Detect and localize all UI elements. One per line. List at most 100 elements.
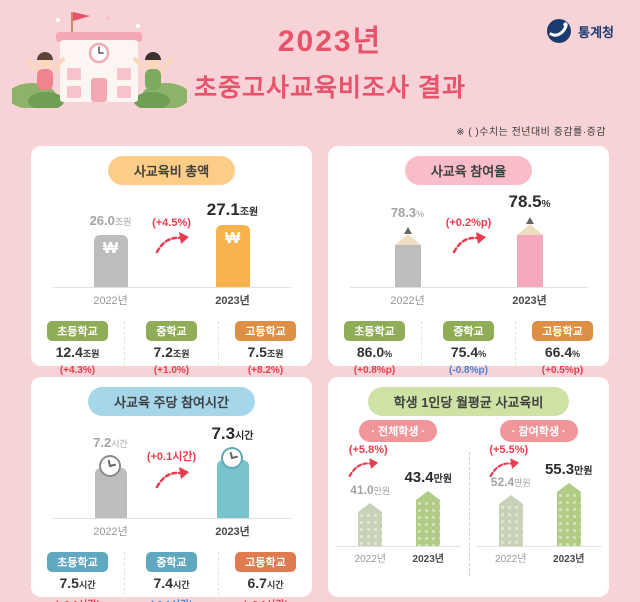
group-participating-students: 참여학생 (+5.5%) 52.4만원 55.3만원: [469, 420, 610, 588]
all-students-badge: 전체학생: [359, 420, 438, 442]
rate-prev-pencil-bar: [394, 227, 421, 287]
crayon-tip-icon: [416, 491, 441, 500]
middle-change: (-0.8%p): [449, 365, 488, 376]
rate-curr-pencil-bar: [516, 217, 543, 287]
trend-up-arrow-icon: [452, 232, 486, 254]
hours-curr-bar: [216, 444, 249, 518]
middle-change: (-0.1시간): [150, 596, 192, 602]
stat-high: 고등학교 6.7시간 (+0.1시간): [218, 552, 312, 602]
high-unit: %: [572, 349, 581, 359]
rate-prev-unit: %: [416, 209, 425, 219]
hours-curr-column: 7.3시간: [197, 424, 269, 518]
hours-curr-unit: 시간: [235, 431, 254, 442]
middle-value: 7.2조원: [153, 344, 189, 362]
total-prev-unit: 조원: [114, 217, 132, 227]
all-prev-unit: 만원: [373, 486, 391, 496]
crayon-body: [498, 504, 523, 546]
axis-line: [349, 287, 588, 288]
elementary-unit: %: [384, 349, 393, 359]
high-unit: 조원: [266, 349, 284, 359]
hours-curr-value: 7.3시간: [211, 424, 253, 444]
page-title: 2023년 초중고사교육비조사 결과: [175, 16, 485, 104]
high-value: 6.7시간: [247, 575, 283, 593]
stat-middle: 중학교 75.4% (-0.8%p): [421, 321, 515, 376]
all-curr-column: 43.4만원: [401, 469, 455, 546]
total-prev-value: 26.0조원: [90, 212, 132, 230]
all-prev-column: 41.0만원: [343, 481, 397, 546]
part-prev-value: 52.4만원: [491, 473, 531, 491]
stat-high: 고등학교 66.4% (+0.5%p): [515, 321, 609, 376]
stat-middle: 중학교 7.4시간 (-0.1시간): [124, 552, 218, 602]
elementary-badge: 초등학교: [344, 321, 405, 341]
clock-icon: [218, 444, 245, 472]
all-prev-value: 41.0만원: [350, 481, 390, 499]
panel-total-cost: 사교육비 총액 26.0조원 ₩ (+4.5%) 27.1조원 ₩ 2022년 …: [31, 146, 312, 376]
middle-badge: 중학교: [146, 552, 197, 572]
high-change: (+0.1시간): [243, 596, 288, 602]
rate-prev-column: 78.3%: [372, 204, 444, 287]
rate-curr-value: 78.5%: [509, 192, 551, 212]
panel-per-student-cost: 학생 1인당 월평균 사교육비 전체학생 (+5.8%) 41.0만원: [328, 377, 609, 597]
panel-percap-title: 학생 1인당 월평균 사교육비: [367, 387, 570, 416]
trend-up-arrow-icon: [155, 232, 189, 254]
hours-change-label: (+0.1시간): [146, 451, 197, 463]
middle-value: 7.4시간: [153, 575, 189, 593]
participating-students-badge: 참여학생: [499, 420, 578, 442]
all-curr-number: 43.4: [404, 469, 434, 486]
elementary-badge: 초등학교: [47, 321, 108, 341]
all-prev-number: 41.0: [350, 483, 374, 497]
hours-prev-value: 7.2시간: [93, 434, 128, 452]
high-number: 6.7: [247, 575, 267, 591]
hours-prev-year: 2022년: [93, 526, 128, 538]
crayon-tip-icon: [498, 495, 523, 504]
pencil-wood-icon: [516, 224, 543, 235]
stat-high: 고등학교 7.5조원 (+8.2%): [218, 321, 312, 376]
hours-prev-bar: [94, 452, 127, 518]
participating-change: (+5.5%): [489, 444, 529, 456]
part-curr-value: 55.3만원: [545, 461, 593, 479]
total-curr-unit: 조원: [239, 207, 259, 218]
crayon-body: [556, 492, 581, 546]
high-badge: 고등학교: [532, 321, 593, 341]
elementary-change: (+4.3%): [59, 365, 96, 376]
total-curr-column: 27.1조원 ₩: [197, 200, 269, 287]
hours-prev-column: 7.2시간: [75, 434, 147, 518]
stat-elementary: 초등학교 7.5시간 (+0.1시간): [31, 552, 124, 602]
part-curr-crayon-bar: [556, 483, 581, 546]
rate-curr-unit: %: [541, 199, 551, 210]
hours-prev-unit: 시간: [111, 439, 128, 449]
panel-rate-title: 사교육 참여율: [404, 156, 533, 185]
elementary-badge: 초등학교: [47, 552, 108, 572]
statistics-korea-logo-icon: [547, 19, 572, 43]
high-value: 7.5조원: [247, 344, 283, 362]
hours-breakdown: 초등학교 7.5시간 (+0.1시간) 중학교 7.4시간 (-0.1시간) 고…: [31, 552, 312, 602]
high-badge: 고등학교: [235, 321, 296, 341]
high-badge: 고등학교: [235, 552, 296, 572]
elementary-change: (+0.1시간): [55, 596, 100, 602]
rate-prev-number: 78.3: [390, 205, 417, 220]
elementary-number: 86.0: [356, 344, 385, 360]
high-change: (+0.5%p): [541, 365, 584, 376]
panel-weekly-hours: 사교육 주당 참여시간 7.2시간 (+0.1시간) 7.3시간 2022년 2…: [31, 377, 312, 602]
pencil-wood-icon: [394, 234, 421, 245]
hours-chart: 7.2시간 (+0.1시간) 7.3시간 2022년 2023년: [47, 420, 297, 544]
high-number: 66.4: [544, 344, 573, 360]
middle-unit: 조원: [172, 349, 190, 359]
total-curr-number: 27.1: [206, 200, 240, 219]
rate-curr-number: 78.5: [508, 192, 542, 211]
total-cost-chart: 26.0조원 ₩ (+4.5%) 27.1조원 ₩ 2022년 2023년: [47, 189, 297, 313]
elementary-value: 12.4조원: [56, 344, 100, 362]
total-breakdown: 초등학교 12.4조원 (+4.3%) 중학교 7.2조원 (+1.0%) 고등…: [31, 321, 312, 376]
percap-groups: 전체학생 (+5.8%) 41.0만원 43.4만원: [328, 420, 609, 588]
total-prev-number: 26.0: [89, 213, 115, 228]
total-prev-bar: ₩: [93, 235, 128, 287]
elementary-number: 7.5: [59, 575, 79, 591]
rate-breakdown: 초등학교 86.0% (+0.8%p) 중학교 75.4% (-0.8%p) 고…: [328, 321, 609, 376]
elementary-value: 86.0%: [357, 344, 392, 362]
axis-line: [52, 518, 291, 519]
stat-elementary: 초등학교 86.0% (+0.8%p): [328, 321, 421, 376]
elementary-change: (+0.8%p): [353, 365, 396, 376]
middle-unit: %: [478, 349, 487, 359]
total-prev-column: 26.0조원 ₩: [75, 212, 147, 287]
agency-name: 통계청: [578, 24, 614, 40]
